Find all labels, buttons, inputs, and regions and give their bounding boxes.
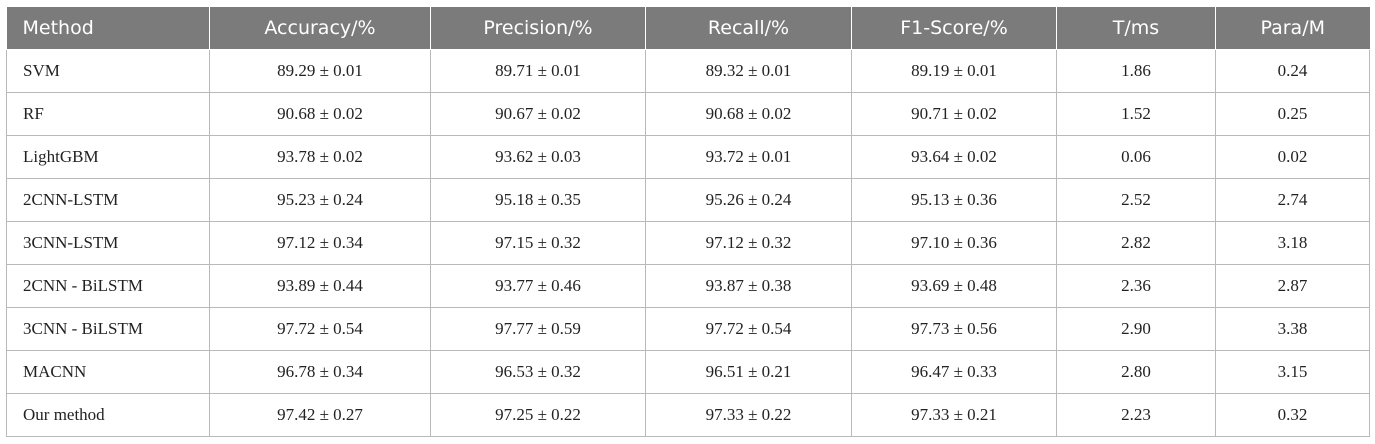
header-row: Method Accuracy/% Precision/% Recall/% F… [6, 7, 1370, 50]
header-accuracy: Accuracy/% [209, 7, 431, 50]
cell-precision: 97.25 ± 0.22 [430, 393, 646, 437]
cell-precision: 93.62 ± 0.03 [430, 135, 646, 179]
cell-method: 3CNN-LSTM [6, 221, 210, 265]
cell-f1-score: 93.69 ± 0.48 [851, 264, 1057, 308]
cell-recall: 90.68 ± 0.02 [645, 92, 852, 136]
table-row: 2CNN - BiLSTM 93.89 ± 0.44 93.77 ± 0.46 93.… [6, 264, 1370, 308]
cell-time: 2.80 [1056, 350, 1216, 394]
cell-precision: 90.67 ± 0.02 [430, 92, 646, 136]
table-header: Method Accuracy/% Precision/% Recall/% F… [6, 7, 1370, 50]
cell-precision: 97.15 ± 0.32 [430, 221, 646, 265]
cell-recall: 89.32 ± 0.01 [645, 49, 852, 93]
table-row: 3CNN-LSTM 97.12 ± 0.34 97.15 ± 0.32 97.12 ±… [6, 221, 1370, 265]
cell-time: 0.06 [1056, 135, 1216, 179]
cell-accuracy: 95.23 ± 0.24 [209, 178, 431, 222]
cell-params: 3.15 [1215, 350, 1370, 394]
cell-accuracy: 97.12 ± 0.34 [209, 221, 431, 265]
cell-method: 2CNN - BiLSTM [6, 264, 210, 308]
cell-params: 2.74 [1215, 178, 1370, 222]
header-params: Para/M [1215, 7, 1370, 50]
cell-recall: 97.72 ± 0.54 [645, 307, 852, 351]
cell-params: 0.32 [1215, 393, 1370, 437]
header-method: Method [6, 7, 210, 50]
results-table: Method Accuracy/% Precision/% Recall/% F… [6, 7, 1370, 437]
cell-recall: 95.26 ± 0.24 [645, 178, 852, 222]
cell-f1-score: 97.10 ± 0.36 [851, 221, 1057, 265]
cell-accuracy: 97.72 ± 0.54 [209, 307, 431, 351]
cell-precision: 93.77 ± 0.46 [430, 264, 646, 308]
cell-method: MACNN [6, 350, 210, 394]
cell-accuracy: 93.89 ± 0.44 [209, 264, 431, 308]
cell-precision: 95.18 ± 0.35 [430, 178, 646, 222]
cell-precision: 96.53 ± 0.32 [430, 350, 646, 394]
cell-params: 3.38 [1215, 307, 1370, 351]
cell-recall: 97.12 ± 0.32 [645, 221, 852, 265]
cell-time: 1.86 [1056, 49, 1216, 93]
cell-f1-score: 93.64 ± 0.02 [851, 135, 1057, 179]
header-recall: Recall/% [645, 7, 852, 50]
cell-params: 0.24 [1215, 49, 1370, 93]
cell-accuracy: 90.68 ± 0.02 [209, 92, 431, 136]
cell-time: 2.52 [1056, 178, 1216, 222]
header-time: T/ms [1056, 7, 1216, 50]
header-precision: Precision/% [430, 7, 646, 50]
cell-precision: 89.71 ± 0.01 [430, 49, 646, 93]
table-row: MACNN 96.78 ± 0.34 96.53 ± 0.32 96.51 ± 0.2… [6, 350, 1370, 394]
cell-params: 0.02 [1215, 135, 1370, 179]
cell-accuracy: 93.78 ± 0.02 [209, 135, 431, 179]
cell-f1-score: 97.73 ± 0.56 [851, 307, 1057, 351]
table-row: RF 90.68 ± 0.02 90.67 ± 0.02 90.68 ± 0.02 90… [6, 92, 1370, 136]
table-row: 2CNN-LSTM 95.23 ± 0.24 95.18 ± 0.35 95.26 ±… [6, 178, 1370, 222]
cell-time: 2.36 [1056, 264, 1216, 308]
cell-params: 0.25 [1215, 92, 1370, 136]
cell-time: 2.90 [1056, 307, 1216, 351]
cell-accuracy: 97.42 ± 0.27 [209, 393, 431, 437]
cell-params: 3.18 [1215, 221, 1370, 265]
cell-recall: 97.33 ± 0.22 [645, 393, 852, 437]
cell-accuracy: 96.78 ± 0.34 [209, 350, 431, 394]
cell-f1-score: 97.33 ± 0.21 [851, 393, 1057, 437]
table-row: LightGBM 93.78 ± 0.02 93.62 ± 0.03 93.72 ± … [6, 135, 1370, 179]
cell-f1-score: 89.19 ± 0.01 [851, 49, 1057, 93]
cell-time: 2.23 [1056, 393, 1216, 437]
cell-method: LightGBM [6, 135, 210, 179]
results-table-container: Method Accuracy/% Precision/% Recall/% F… [6, 7, 1370, 437]
header-f1-score: F1-Score/% [851, 7, 1057, 50]
cell-recall: 93.87 ± 0.38 [645, 264, 852, 308]
table-row: SVM 89.29 ± 0.01 89.71 ± 0.01 89.32 ± 0.01 8… [6, 49, 1370, 93]
cell-accuracy: 89.29 ± 0.01 [209, 49, 431, 93]
cell-method: 3CNN - BiLSTM [6, 307, 210, 351]
table-row: Our method 97.42 ± 0.27 97.25 ± 0.22 97.33 … [6, 393, 1370, 437]
table-body: SVM 89.29 ± 0.01 89.71 ± 0.01 89.32 ± 0.01 8… [6, 49, 1370, 437]
cell-method: RF [6, 92, 210, 136]
cell-recall: 93.72 ± 0.01 [645, 135, 852, 179]
cell-method: 2CNN-LSTM [6, 178, 210, 222]
cell-recall: 96.51 ± 0.21 [645, 350, 852, 394]
cell-f1-score: 96.47 ± 0.33 [851, 350, 1057, 394]
cell-method: Our method [6, 393, 210, 437]
cell-f1-score: 95.13 ± 0.36 [851, 178, 1057, 222]
cell-params: 2.87 [1215, 264, 1370, 308]
table-row: 3CNN - BiLSTM 97.72 ± 0.54 97.77 ± 0.59 97.… [6, 307, 1370, 351]
cell-precision: 97.77 ± 0.59 [430, 307, 646, 351]
cell-method: SVM [6, 49, 210, 93]
cell-time: 2.82 [1056, 221, 1216, 265]
cell-time: 1.52 [1056, 92, 1216, 136]
cell-f1-score: 90.71 ± 0.02 [851, 92, 1057, 136]
